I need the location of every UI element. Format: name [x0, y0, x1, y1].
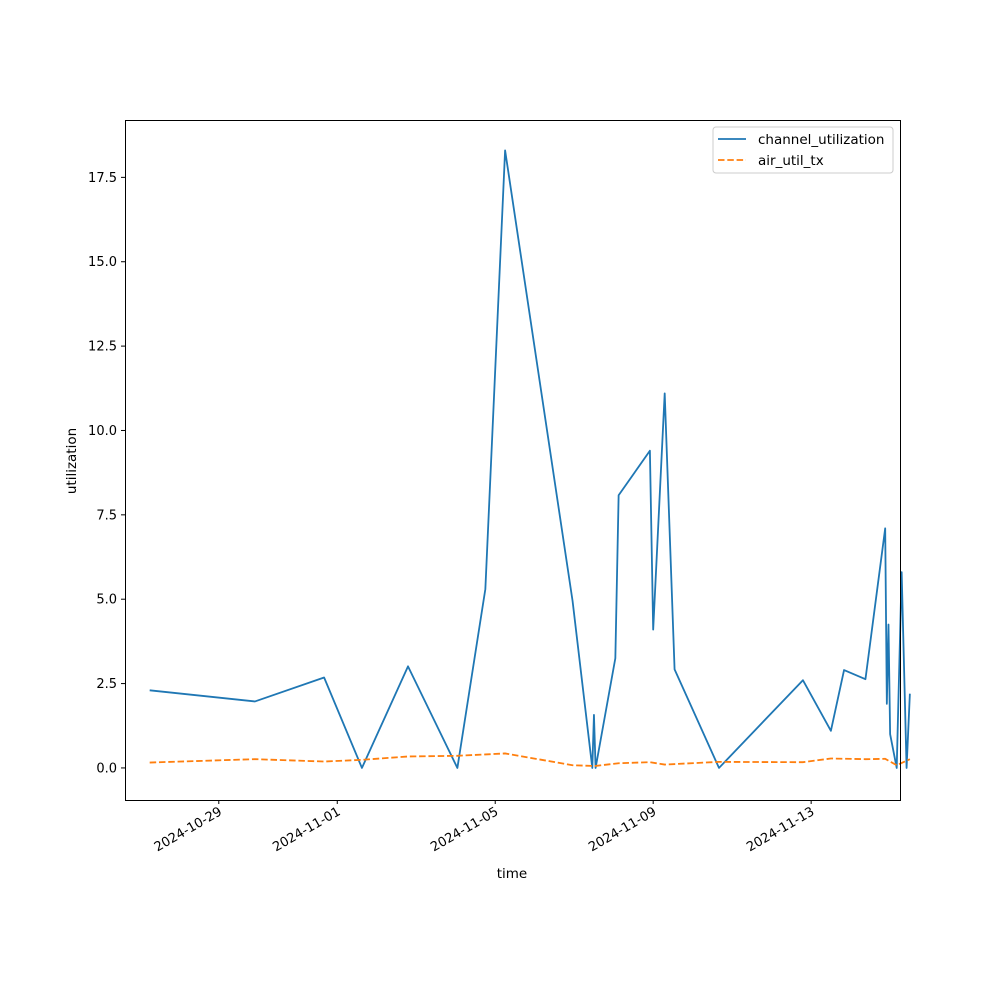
series-layer: [149, 149, 911, 769]
y-tick-label: 2.5: [96, 677, 117, 692]
y-tick-label: 17.5: [88, 171, 117, 186]
y-tick-label: 0.0: [96, 761, 117, 776]
legend-box: [712, 126, 894, 174]
series-line-air-util-tx: [149, 752, 911, 767]
y-tick-label: 12.5: [88, 340, 117, 355]
legend-label: air_util_tx: [758, 153, 824, 169]
y-tick-label: 10.0: [88, 424, 117, 439]
y-tick-label: 15.0: [88, 255, 117, 270]
legend: channel_utilization air_util_tx: [712, 126, 894, 174]
y-tick-label: 5.0: [96, 593, 117, 608]
y-axis-label: utilization: [64, 428, 80, 494]
y-tick-label: 7.5: [96, 508, 117, 523]
x-axis-label: time: [497, 866, 528, 882]
legend-label: channel_utilization: [758, 132, 885, 148]
y-axis: 0.0 2.5 5.0 7.5 10.0 12.5 15.0 17.5: [88, 171, 125, 776]
plot-frame: [125, 120, 901, 801]
series-line-channel-utilization: [149, 149, 911, 769]
